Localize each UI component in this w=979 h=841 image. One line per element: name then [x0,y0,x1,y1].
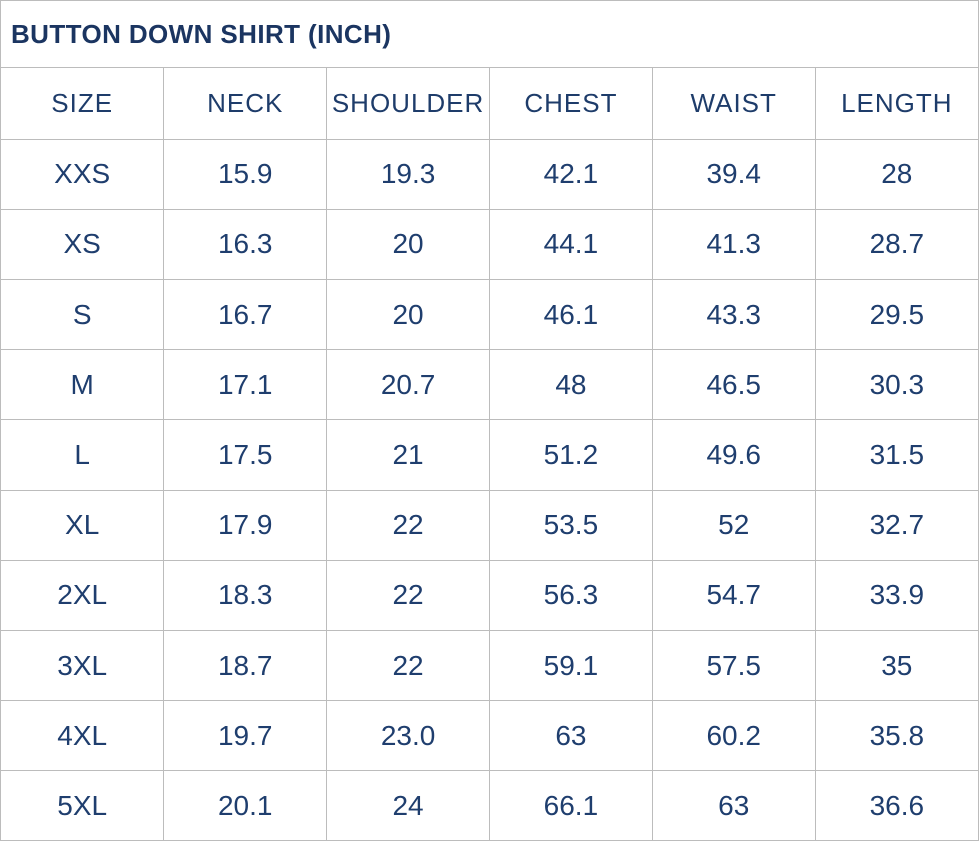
measurement-cell: 23.0 [326,700,490,772]
measurement-cell: 29.5 [814,278,978,351]
measurement-cell: 41.3 [651,208,816,280]
size-chart-title: BUTTON DOWN SHIRT (INCH) [11,18,392,49]
size-label-cell: L [1,419,165,491]
column-header-size: SIZE [1,68,165,140]
column-header-shoulder: SHOULDER [326,68,490,140]
table-row: 5XL 20.1 24 66.1 63 36.6 [1,770,978,840]
measurement-cell: 19.7 [163,700,328,772]
size-label-cell: 2XL [1,559,165,631]
table-row: L 17.5 21 51.2 49.6 31.5 [1,419,978,491]
measurement-cell: 15.9 [163,138,328,210]
measurement-cell: 54.7 [651,559,816,631]
column-header-chest: CHEST [488,68,653,140]
size-label-cell: 4XL [1,700,165,772]
measurement-cell: 17.1 [163,349,328,421]
size-label-cell: XXS [1,138,165,210]
measurement-cell: 19.3 [326,138,490,210]
table-row: 3XL 18.7 22 59.1 57.5 35 [1,629,978,702]
measurement-cell: 24 [326,770,490,840]
column-header-neck: NECK [163,68,328,140]
measurement-cell: 28.7 [814,208,978,280]
table-row: S 16.7 20 46.1 43.3 29.5 [1,278,978,351]
table-row: 2XL 18.3 22 56.3 54.7 33.9 [1,559,978,631]
measurement-cell: 35.8 [814,700,978,772]
size-label-cell: M [1,349,165,421]
measurement-cell: 52 [651,489,816,561]
size-label-cell: S [1,278,165,351]
measurement-cell: 48 [488,349,653,421]
measurement-cell: 35 [814,629,978,702]
measurement-cell: 59.1 [488,629,653,702]
measurement-cell: 57.5 [651,629,816,702]
measurement-cell: 33.9 [814,559,978,631]
measurement-cell: 22 [326,629,490,702]
measurement-cell: 60.2 [651,700,816,772]
size-label-cell: XS [1,208,165,280]
measurement-cell: 46.1 [488,278,653,351]
size-label-cell: 5XL [1,770,165,840]
measurement-cell: 20.1 [163,770,328,840]
table-row: XL 17.9 22 53.5 52 32.7 [1,489,978,561]
column-header-length: LENGTH [814,68,978,140]
measurement-cell: 22 [326,559,490,631]
measurement-cell: 30.3 [814,349,978,421]
measurement-cell: 63 [488,700,653,772]
measurement-cell: 20 [326,208,490,280]
size-chart-header: SIZE NECK SHOULDER CHEST WAIST LENGTH [1,68,978,140]
measurement-cell: 16.3 [163,208,328,280]
measurement-cell: 17.9 [163,489,328,561]
size-chart-title-band: BUTTON DOWN SHIRT (INCH) [1,1,978,68]
table-row: XXS 15.9 19.3 42.1 39.4 28 [1,138,978,210]
measurement-cell: 63 [651,770,816,840]
table-row: XS 16.3 20 44.1 41.3 28.7 [1,208,978,280]
table-row: M 17.1 20.7 48 46.5 30.3 [1,349,978,421]
measurement-cell: 18.7 [163,629,328,702]
measurement-cell: 39.4 [651,138,816,210]
measurement-cell: 53.5 [488,489,653,561]
measurement-cell: 28 [814,138,978,210]
measurement-cell: 31.5 [814,419,978,491]
size-label-cell: XL [1,489,165,561]
measurement-cell: 22 [326,489,490,561]
measurement-cell: 43.3 [651,278,816,351]
measurement-cell: 56.3 [488,559,653,631]
measurement-cell: 21 [326,419,490,491]
measurement-cell: 20 [326,278,490,351]
measurement-cell: 18.3 [163,559,328,631]
header-row: SIZE NECK SHOULDER CHEST WAIST LENGTH [1,68,978,140]
size-chart-table: SIZE NECK SHOULDER CHEST WAIST LENGTH XXS 15.9… [1,68,978,840]
measurement-cell: 17.5 [163,419,328,491]
table-row: 4XL 19.7 23.0 63 60.2 35.8 [1,700,978,772]
measurement-cell: 20.7 [326,349,490,421]
measurement-cell: 51.2 [488,419,653,491]
column-header-waist: WAIST [651,68,816,140]
measurement-cell: 44.1 [488,208,653,280]
measurement-cell: 36.6 [814,770,978,840]
measurement-cell: 66.1 [488,770,653,840]
measurement-cell: 42.1 [488,138,653,210]
measurement-cell: 46.5 [651,349,816,421]
measurement-cell: 16.7 [163,278,328,351]
measurement-cell: 49.6 [651,419,816,491]
size-label-cell: 3XL [1,629,165,702]
size-chart-body: XXS 15.9 19.3 42.1 39.4 28 XS 16.3 20 44.1 41.3 28.… [1,138,978,840]
measurement-cell: 32.7 [814,489,978,561]
